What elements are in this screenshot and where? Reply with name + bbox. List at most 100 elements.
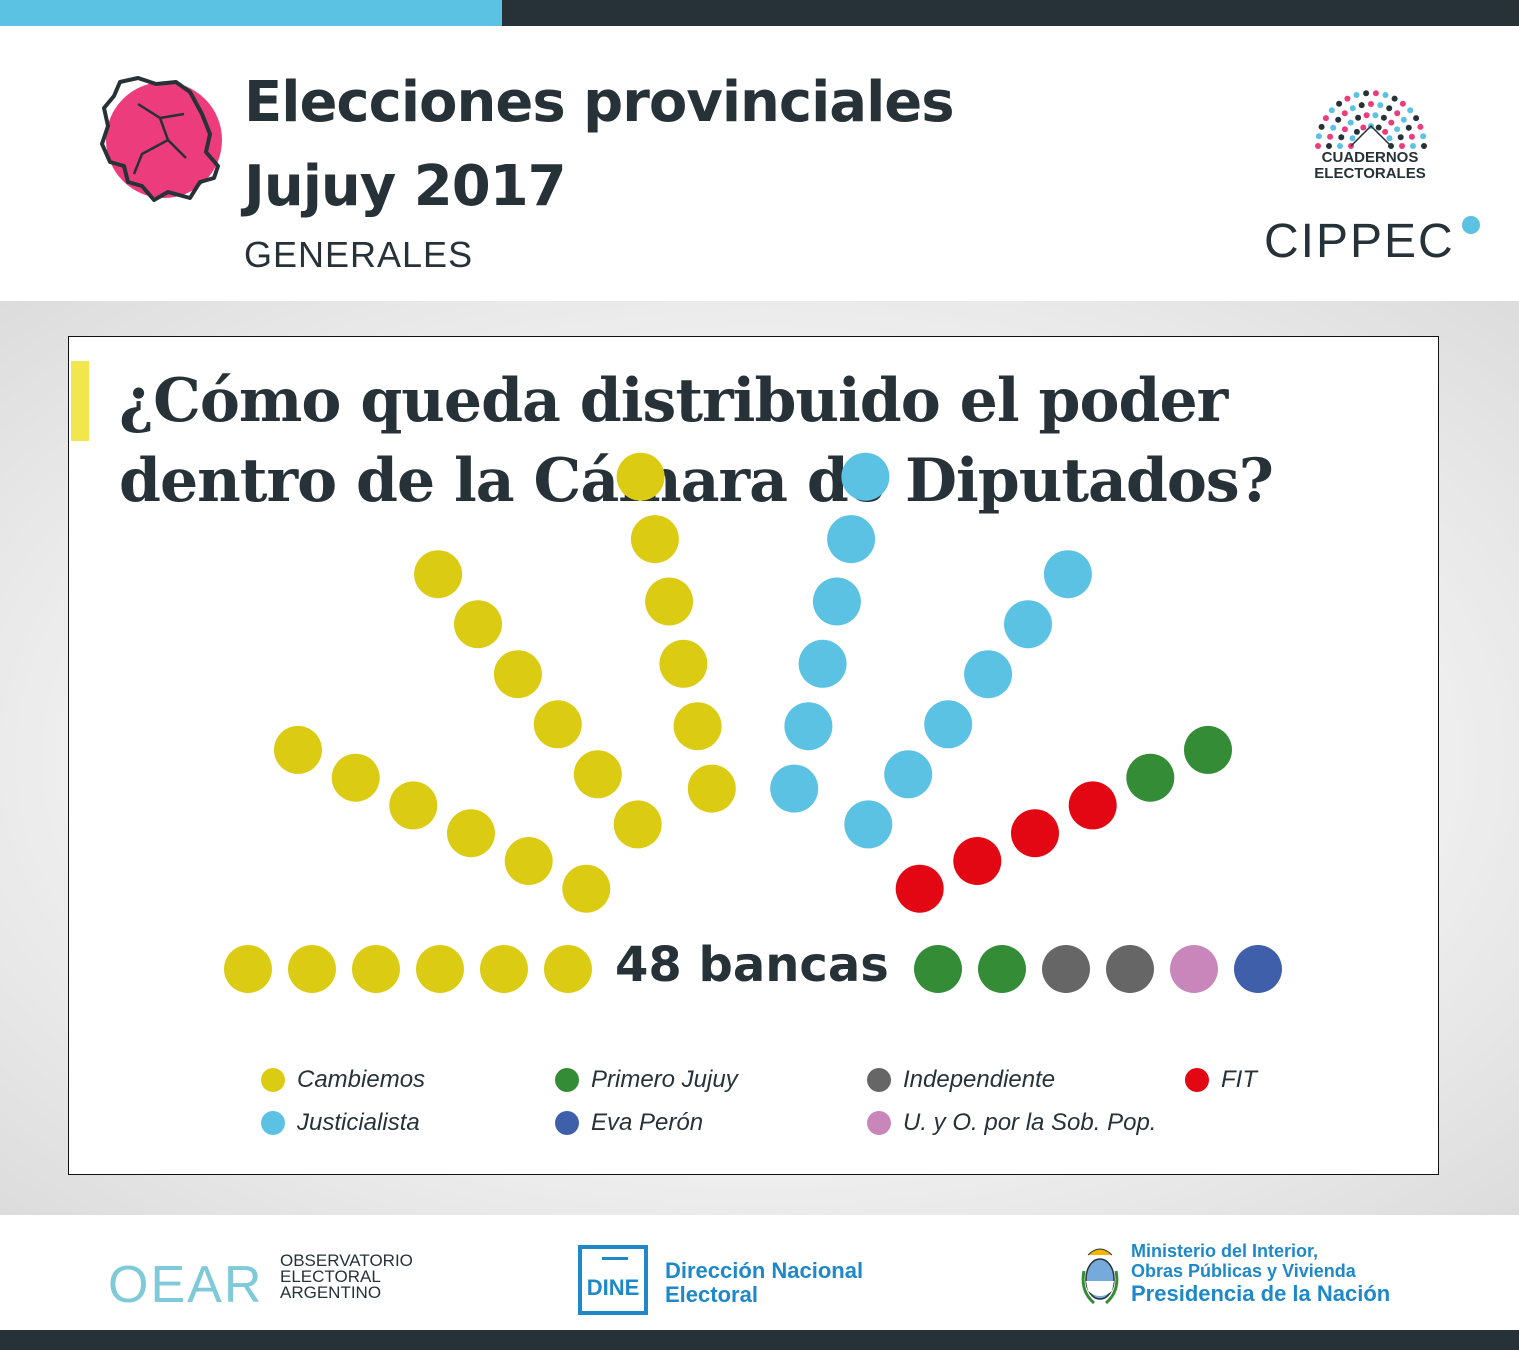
hemicycle-logo-dot [1337,143,1343,149]
jujuy-map-icon [100,76,222,202]
hemicycle-logo-dot [1417,123,1424,130]
title-line-2: Jujuy 2017 [244,154,567,219]
hemicycle-logo-roof [1350,124,1392,147]
top-bar-dark [502,0,1519,26]
hemicycle-logo-dot [1405,124,1412,131]
seat-justicialista [827,515,876,564]
legend-swatch [1185,1068,1209,1092]
legend-label: Eva Perón [591,1109,704,1136]
seat-primero-jujuy [978,945,1026,993]
seat-cambiemos [687,764,736,813]
dine-logo-bar [602,1257,628,1260]
seat-eva-per-n [1234,945,1282,993]
oear-line-3: ARGENTINO [280,1283,382,1302]
hemicycle-logo-dot [1382,128,1389,135]
hemicycle-logo-dot [1372,112,1379,119]
legend-swatch [261,1111,285,1135]
hemicycle-logo-dot [1341,126,1348,133]
legend-swatch [555,1068,579,1092]
legend-item: Eva Perón [555,1108,703,1138]
hemicycle-logo-dot [1315,133,1322,140]
legend-label: Primero Jujuy [591,1066,738,1093]
seat-cambiemos [274,725,322,774]
hemicycle-logo-dot [1322,115,1329,122]
hemicycle-logo-dot [1326,143,1332,149]
seat-fit [895,864,944,913]
oear-logo-mark: OEAR [108,1256,264,1314]
legend-item: Cambiemos [261,1065,425,1095]
seat-primero-jujuy [914,945,962,993]
seat-cambiemos [454,600,502,649]
hemicycle-logo-dot [1394,126,1401,133]
seat-cambiemos [613,800,662,849]
dine-name: Dirección Nacional Electoral [665,1259,863,1307]
dine-name-line-1: Dirección Nacional [665,1258,864,1283]
seat-cambiemos [416,945,464,993]
seat-justicialista [1043,550,1092,599]
cuadernos-logo-line-1: CUADERNOS [1321,149,1419,166]
hemicycle-logo-dot [1344,95,1351,102]
legend-label: Cambiemos [297,1066,426,1093]
dine-logo-text: DINE [586,1275,640,1300]
seat-justicialista [1004,600,1052,649]
hemicycle-logo-dot [1368,101,1374,107]
oear-line-1: OBSERVATORIO [280,1251,413,1270]
hemicycle-logo-dot [1391,95,1398,102]
hemicycle-logo-dot [1328,107,1335,114]
seat-cambiemos [645,577,694,626]
oear-logo-text: OBSERVATORIO ELECTORAL ARGENTINO [280,1251,413,1302]
legend-item: U. y O. por la Sob. Pop. [867,1108,1156,1138]
seat-cambiemos [659,639,708,688]
hemicycle-logo-dot [1372,90,1379,97]
seat-independiente [1042,945,1090,993]
seat-cambiemos [573,750,622,799]
seat-justicialista [844,800,893,849]
seat-cambiemos [673,702,722,751]
seat-cambiemos [352,945,400,993]
legend-swatch [261,1068,285,1092]
seat-cambiemos [533,700,582,749]
hemicycle-logo-dot [1349,135,1356,142]
title-line-1: Elecciones provinciales [244,70,955,135]
chart-card: ¿Cómo queda distribuido el poder dentro … [68,336,1439,1175]
legend-item: FIT [1185,1065,1257,1095]
hemicycle-logo-dot [1410,143,1416,149]
seat-cambiemos [562,864,611,913]
hemicycle-logo-dot [1408,133,1415,140]
legend-label: U. y O. por la Sob. Pop. [903,1109,1157,1136]
dine-name-line-2: Electoral [665,1282,758,1307]
cuadernos-logo-line-2: ELECTORALES [1314,165,1426,182]
seat-primero-jujuy [1184,725,1232,774]
hemicycle-logo-dot [1382,92,1389,98]
hemicycle-logo-dot [1399,143,1405,149]
seat-justicialista [770,764,819,813]
hemicycle-logo-dot [1355,114,1362,121]
hemicycle-logo-dot [1413,115,1420,122]
chart-question: ¿Cómo queda distribuido el poder dentro … [119,366,1274,516]
seat-primero-jujuy [1126,753,1175,802]
hemicycle-logo-dot [1358,102,1365,109]
seat-justicialista [884,750,933,799]
hemicycle-logo-dot [1315,143,1321,149]
seat-cambiemos [616,452,665,501]
hemicycle-logo-dot [1360,124,1367,131]
legend-label: Independiente [903,1066,1056,1093]
highlight-bar [71,361,89,441]
hemicycle-logo-dot [1327,133,1334,140]
seat-u-y-o-por-la-sob-pop [1170,945,1218,993]
legend-swatch [555,1111,579,1135]
ministry-line-3: Presidencia de la Nación [1131,1281,1391,1306]
subtitle: GENERALES [244,234,474,275]
legend-item: Independiente [867,1065,1055,1095]
hemicycle-logo-dot [1394,110,1401,117]
seat-justicialista [784,702,833,751]
hemicycle-logo-dot [1399,100,1406,107]
hemicycle-logo-dot [1330,124,1337,131]
hemicycle-logo-dot [1318,123,1325,130]
hemicycle-logo-dot [1377,102,1384,109]
seat-cambiemos [331,753,380,802]
hemicycle-logo-dot [1341,110,1348,117]
hemicycle-logo-dot [1363,112,1370,119]
seat-cambiemos [480,945,528,993]
parliament-chart [224,452,1282,993]
